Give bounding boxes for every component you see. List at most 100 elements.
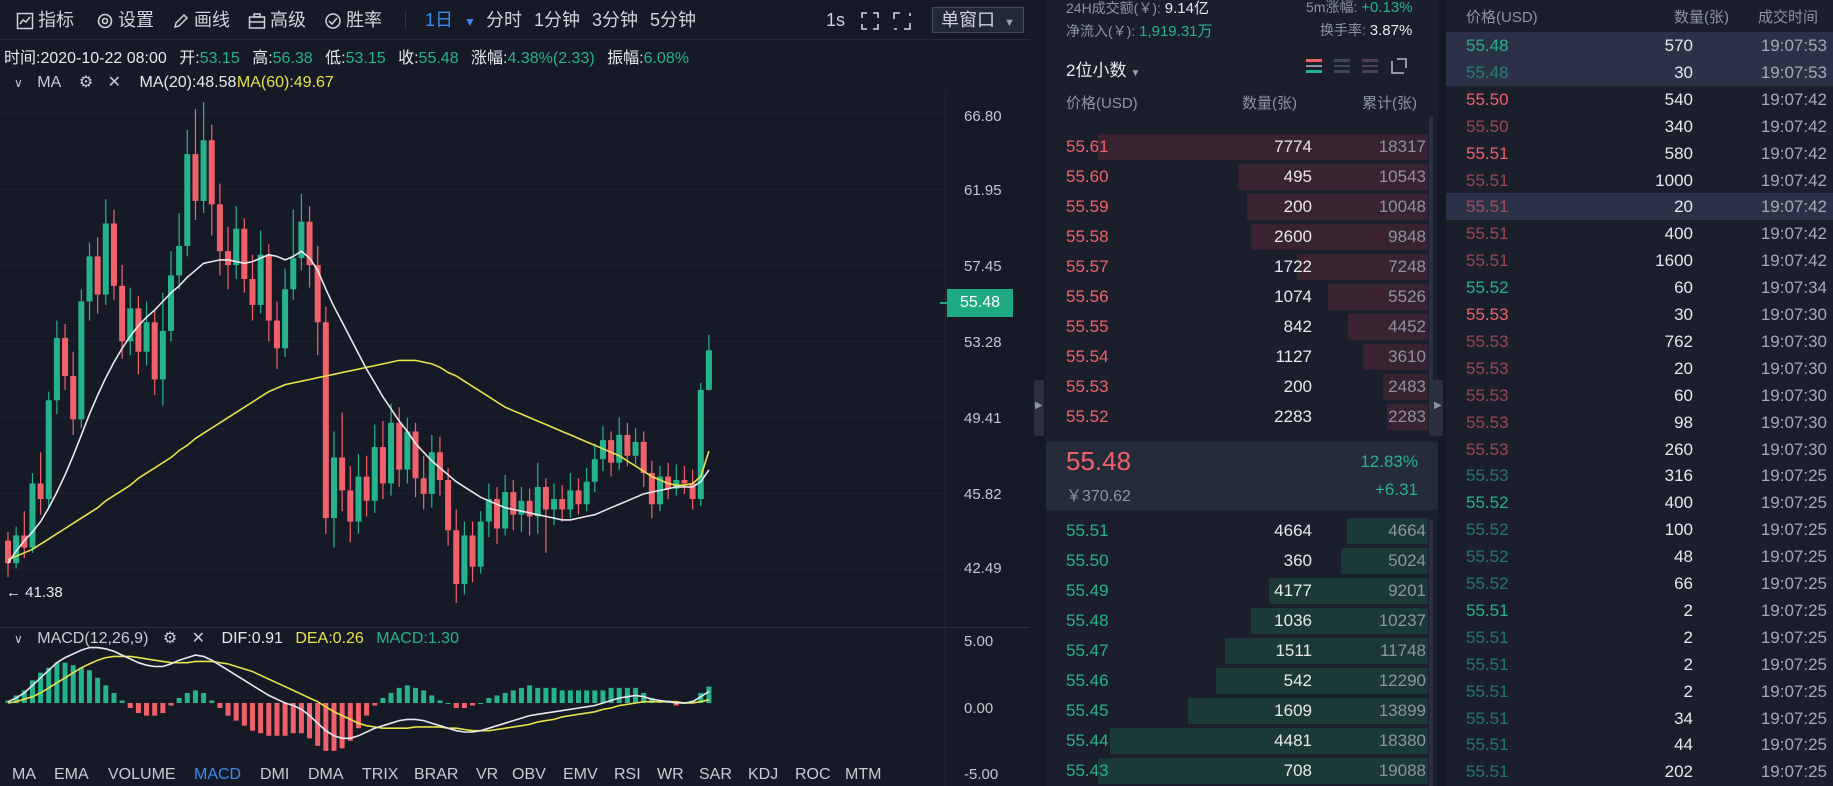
- collapse-chevron-icon[interactable]: ∨: [14, 632, 23, 646]
- trade-row[interactable]: 55.51 2 19:07:25: [1446, 624, 1833, 651]
- interval-option-5m[interactable]: 5分钟: [650, 10, 697, 30]
- bid-row[interactable]: 55.49 4177 9201: [1046, 576, 1428, 606]
- candlestick-plot[interactable]: [0, 90, 945, 610]
- ask-row[interactable]: 55.53 200 2483: [1046, 372, 1428, 402]
- trade-row[interactable]: 55.53 98 19:07:30: [1446, 409, 1833, 436]
- collapse-handle[interactable]: ▶: [1034, 380, 1044, 436]
- trade-row[interactable]: 55.52 400 19:07:25: [1446, 489, 1833, 516]
- time-value: 2020-10-22 08:00: [40, 50, 167, 67]
- ask-row[interactable]: 55.60 495 10543: [1046, 162, 1428, 192]
- ask-row[interactable]: 55.58 2600 9848: [1046, 222, 1428, 252]
- bid-row[interactable]: 55.48 1036 10237: [1046, 606, 1428, 636]
- trade-row[interactable]: 55.51 2 19:07:25: [1446, 678, 1833, 705]
- trade-row[interactable]: 55.52 66 19:07:25: [1446, 570, 1833, 597]
- indicator-tab-ema[interactable]: EMA: [54, 766, 89, 783]
- indicator-tab-brar[interactable]: BRAR: [414, 766, 459, 783]
- ask-row[interactable]: 55.54 1127 3610: [1046, 342, 1428, 372]
- collapse-handle[interactable]: ▶: [1433, 380, 1443, 436]
- indicator-tab-kdj[interactable]: KDJ: [748, 766, 779, 783]
- bids-view-icon[interactable]: [1332, 56, 1352, 76]
- indicator-tab-sar[interactable]: SAR: [699, 766, 732, 783]
- indicator-tab-vr[interactable]: VR: [476, 766, 499, 783]
- trade-row[interactable]: 55.52 48 19:07:25: [1446, 543, 1833, 570]
- window-mode-dropdown[interactable]: 单窗口 ▼: [932, 7, 1024, 33]
- candle-body: [681, 480, 688, 484]
- indicator-tab-macd[interactable]: MACD: [194, 766, 242, 783]
- close-icon[interactable]: ✕: [107, 74, 122, 91]
- trade-row[interactable]: 55.50 340 19:07:42: [1446, 113, 1833, 140]
- bid-row[interactable]: 55.45 1609 13899: [1046, 696, 1428, 726]
- trade-row[interactable]: 55.48 570 19:07:53: [1446, 32, 1833, 59]
- collapse-chevron-icon[interactable]: ∨: [14, 76, 23, 90]
- ask-row[interactable]: 55.59 200 10048: [1046, 192, 1428, 222]
- trade-row[interactable]: 55.51 2 19:07:25: [1446, 651, 1833, 678]
- bid-row[interactable]: 55.46 542 12290: [1046, 666, 1428, 696]
- ask-row[interactable]: 55.57 1722 7248: [1046, 252, 1428, 282]
- precision-dropdown[interactable]: 2位小数 ▼: [1066, 56, 1140, 81]
- seconds-toggle[interactable]: 1s: [826, 10, 846, 30]
- bid-row[interactable]: 55.47 1511 11748: [1046, 636, 1428, 666]
- price: 55.48: [1466, 36, 1509, 55]
- indicator-tab-volume[interactable]: VOLUME: [108, 766, 176, 783]
- indicator-tab-emv[interactable]: EMV: [563, 766, 598, 783]
- close-icon[interactable]: ✕: [191, 630, 206, 647]
- ask-scrollbar[interactable]: [1429, 116, 1433, 436]
- both-sides-view-icon[interactable]: [1304, 56, 1324, 76]
- draw-button[interactable]: 画线: [172, 0, 230, 40]
- indicator-tab-dma[interactable]: DMA: [308, 766, 344, 783]
- gear-icon[interactable]: ⚙: [78, 74, 94, 91]
- trade-row[interactable]: 55.51 400 19:07:42: [1446, 220, 1833, 247]
- bid-row[interactable]: 55.43 708 19088: [1046, 756, 1428, 786]
- bid-row[interactable]: 55.44 4481 18380: [1046, 726, 1428, 756]
- interval-option-3m[interactable]: 3分钟: [592, 10, 639, 30]
- trade-row[interactable]: 55.51 20 19:07:42: [1446, 193, 1833, 221]
- trade-row[interactable]: 55.51 2 19:07:25: [1446, 597, 1833, 624]
- gear-icon[interactable]: ⚙: [162, 630, 178, 647]
- trade-row[interactable]: 55.48 30 19:07:53: [1446, 58, 1833, 86]
- trade-row[interactable]: 55.52 100 19:07:25: [1446, 516, 1833, 543]
- indicator-tab-wr[interactable]: WR: [657, 766, 684, 783]
- indicator-tab-roc[interactable]: ROC: [795, 766, 831, 783]
- trade-row[interactable]: 55.53 260 19:07:30: [1446, 436, 1833, 463]
- ask-row[interactable]: 55.52 2283 2283: [1046, 402, 1428, 432]
- bid-scrollbar[interactable]: [1429, 520, 1433, 786]
- trade-row[interactable]: 55.53 762 19:07:30: [1446, 328, 1833, 355]
- trade-row[interactable]: 55.51 580 19:07:42: [1446, 140, 1833, 167]
- indicator-tab-trix[interactable]: TRIX: [362, 766, 399, 783]
- settings-button[interactable]: 设置: [96, 0, 154, 40]
- trade-row[interactable]: 55.52 60 19:07:34: [1446, 274, 1833, 301]
- trade-row[interactable]: 55.51 34 19:07:25: [1446, 705, 1833, 732]
- advanced-button[interactable]: 高级: [248, 0, 306, 40]
- indicator-tab-rsi[interactable]: RSI: [614, 766, 641, 783]
- quantity: 1722: [1274, 257, 1312, 276]
- trade-row[interactable]: 55.50 540 19:07:42: [1446, 86, 1833, 113]
- trade-row[interactable]: 55.53 316 19:07:25: [1446, 462, 1833, 489]
- asks-view-icon[interactable]: [1360, 56, 1380, 76]
- trade-row[interactable]: 55.53 20 19:07:30: [1446, 355, 1833, 382]
- ask-row[interactable]: 55.55 842 4452: [1046, 312, 1428, 342]
- trade-row[interactable]: 55.51 1600 19:07:42: [1446, 247, 1833, 274]
- trade-row[interactable]: 55.51 1000 19:07:42: [1446, 167, 1833, 194]
- bid-row[interactable]: 55.50 360 5024: [1046, 546, 1428, 576]
- trade-row[interactable]: 55.53 60 19:07:30: [1446, 382, 1833, 409]
- winrate-button[interactable]: 胜率: [324, 0, 382, 40]
- indicator-tab-obv[interactable]: OBV: [512, 766, 546, 783]
- screenshot-button[interactable]: [892, 0, 916, 40]
- trade-row[interactable]: 55.53 30 19:07:30: [1446, 301, 1833, 328]
- popout-icon[interactable]: [1388, 55, 1410, 77]
- macd-plot[interactable]: [0, 640, 945, 766]
- bid-row[interactable]: 55.51 4664 4664: [1046, 516, 1428, 546]
- trade-row[interactable]: 55.51 44 19:07:25: [1446, 731, 1833, 758]
- indicator-tab-dmi[interactable]: DMI: [260, 766, 290, 783]
- interval-option-intraday[interactable]: 分时: [486, 10, 522, 30]
- indicator-tab-mtm[interactable]: MTM: [845, 766, 882, 783]
- ask-row[interactable]: 55.56 1074 5526: [1046, 282, 1428, 312]
- interval-option-1m[interactable]: 1分钟: [534, 10, 581, 30]
- fullscreen-button[interactable]: [860, 0, 884, 40]
- trade-row[interactable]: 55.51 202 19:07:25: [1446, 758, 1833, 785]
- low-marker: ← 41.38: [6, 584, 63, 601]
- indicator-tab-ma[interactable]: MA: [12, 766, 36, 783]
- interval-dropdown[interactable]: 1日 ▼: [425, 0, 476, 40]
- indicator-button[interactable]: 指标: [16, 0, 74, 40]
- ask-row[interactable]: 55.61 7774 18317: [1046, 132, 1428, 162]
